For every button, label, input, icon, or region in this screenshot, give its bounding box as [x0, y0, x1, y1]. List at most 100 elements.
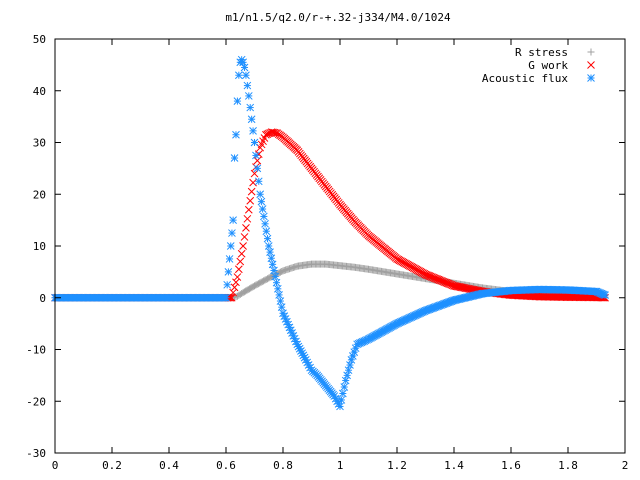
data-point: [444, 279, 453, 288]
data-point: [426, 272, 435, 281]
data-point: [239, 242, 247, 250]
data-point: [336, 402, 344, 411]
data-point: [257, 197, 266, 206]
x-tick-label: 0: [52, 459, 59, 472]
data-point: [262, 227, 271, 236]
data-point: [253, 156, 262, 165]
data-point: [234, 265, 243, 274]
data-point: [230, 283, 239, 292]
data-point: [344, 366, 353, 375]
data-point: [422, 271, 431, 279]
data-point: [222, 293, 230, 302]
y-tick-label: -20: [26, 395, 46, 408]
x-tick-label: 1.4: [444, 459, 464, 472]
data-point: [243, 81, 252, 90]
y-tick-label: 10: [33, 240, 46, 253]
data-point: [247, 187, 256, 196]
data-point: [429, 273, 438, 282]
data-point: [254, 177, 263, 186]
data-point: [343, 371, 351, 380]
data-point: [434, 275, 443, 284]
y-tick-label: -30: [26, 447, 46, 460]
data-point: [236, 290, 244, 298]
data-point: [283, 317, 291, 326]
data-point: [229, 216, 237, 224]
data-point: [253, 164, 262, 173]
data-point: [256, 190, 265, 199]
data-point: [348, 352, 357, 360]
data-point: [223, 280, 232, 289]
data-point: [438, 277, 447, 286]
y-axis: -30 -20 -10 0 10 20 30 40 50: [26, 33, 625, 460]
legend-label: R stress: [515, 46, 568, 59]
x-tick-label: 1: [337, 459, 344, 472]
data-point: [432, 274, 440, 283]
x-tick-label: 1.6: [501, 459, 521, 472]
data-point: [226, 242, 235, 250]
data-point: [263, 234, 272, 243]
data-point: [338, 389, 347, 398]
x-tick-label: 0.6: [216, 459, 236, 472]
data-point: [234, 71, 243, 80]
data-point: [260, 212, 268, 221]
data-point: [243, 214, 252, 223]
data-point: [227, 293, 236, 302]
data-point: [424, 271, 432, 280]
data-point: [264, 242, 273, 250]
data-point: [421, 270, 430, 279]
y-tick-label: 20: [33, 188, 46, 201]
data-point: [252, 151, 260, 160]
data-point: [430, 274, 439, 282]
data-point: [439, 277, 448, 286]
data-point: [267, 254, 276, 263]
data-point: [442, 278, 451, 287]
data-point: [239, 58, 247, 67]
x-tick-label: 0.2: [102, 459, 122, 472]
data-point: [270, 266, 278, 275]
data-point: [244, 92, 253, 100]
data-point: [437, 276, 445, 285]
data-point: [441, 278, 449, 287]
data-point: [233, 97, 242, 105]
data-point: [276, 297, 285, 305]
data-point: [425, 272, 434, 280]
data-point: [224, 268, 233, 276]
data-point: [268, 260, 277, 269]
data-point: [247, 115, 256, 124]
y-tick-label: 50: [33, 33, 46, 46]
data-point: [258, 205, 267, 213]
data-point: [250, 138, 259, 147]
data-point: [435, 276, 444, 285]
legend-marker: [587, 74, 595, 82]
data-point: [443, 279, 452, 288]
data-point: [249, 127, 257, 135]
x-axis: 0 0.2 0.4 0.6 0.8 1 1.2 1.4 1.6 1.8 2: [52, 39, 629, 472]
x-tick-label: 2: [622, 459, 629, 472]
data-point: [246, 196, 255, 205]
data-point: [334, 399, 343, 408]
data-point: [240, 63, 249, 72]
data-point: [250, 169, 259, 178]
data-point: [230, 154, 239, 162]
series-g-work: [51, 128, 609, 302]
data-point: [236, 257, 245, 266]
data-point: [270, 128, 279, 137]
data-point: [229, 288, 237, 297]
data-point: [446, 280, 454, 289]
y-tick-label: 0: [39, 292, 46, 305]
data-point: [233, 292, 241, 300]
x-tick-label: 0.8: [273, 459, 293, 472]
data-point: [286, 326, 295, 335]
data-point: [273, 284, 282, 293]
x-tick-label: 1.8: [558, 459, 578, 472]
data-point: [340, 383, 349, 391]
data-point: [240, 233, 249, 241]
legend-marker: [587, 48, 595, 56]
data-point: [225, 255, 234, 263]
data-point: [242, 224, 250, 232]
data-point: [341, 376, 350, 385]
data-point: [233, 273, 242, 281]
y-tick-label: 30: [33, 137, 46, 150]
y-tick-label: 40: [33, 85, 46, 98]
